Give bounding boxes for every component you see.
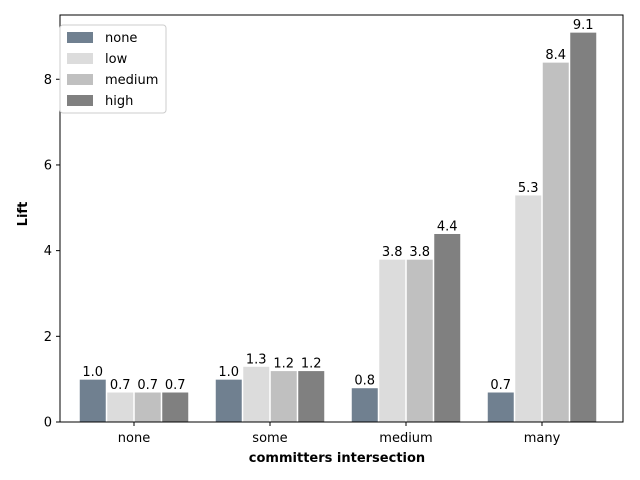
data-label-low-medium: 3.8 bbox=[382, 245, 403, 260]
data-label-high-many: 9.1 bbox=[573, 18, 594, 33]
legend-swatch-medium bbox=[67, 74, 93, 85]
bar-none-medium bbox=[350, 387, 379, 423]
legend-label-none: none bbox=[105, 31, 137, 46]
legend-swatch-high bbox=[67, 95, 93, 106]
y-tick-label: 8 bbox=[44, 73, 52, 88]
bar-low-many bbox=[514, 194, 543, 423]
data-label-none-many: 0.7 bbox=[490, 378, 511, 393]
legend-label-low: low bbox=[105, 52, 128, 67]
data-label-none-none: 1.0 bbox=[82, 365, 103, 380]
x-tick-label-medium: medium bbox=[379, 431, 432, 446]
bar-none-none bbox=[78, 378, 107, 423]
y-axis-title: Lift bbox=[16, 202, 31, 227]
data-label-low-none: 0.7 bbox=[110, 378, 131, 393]
axes-layer: 0 2 4 6 8 none some medium many bbox=[44, 14, 624, 446]
bar-low-some bbox=[242, 365, 271, 423]
data-labels-layer: 1.0 0.7 0.7 0.7 1.0 1.3 1.2 1.2 0.8 3.8 3.8 4.4 0.7 5… bbox=[82, 18, 593, 393]
data-label-none-medium: 0.8 bbox=[354, 374, 375, 389]
bar-high-some bbox=[297, 370, 326, 423]
data-label-none-some: 1.0 bbox=[218, 365, 239, 380]
bars-layer bbox=[78, 31, 598, 423]
bar-medium-medium bbox=[405, 258, 434, 423]
legend-box bbox=[59, 24, 167, 114]
bar-high-many bbox=[569, 31, 598, 423]
legend: none low medium high bbox=[59, 24, 167, 114]
data-label-high-medium: 4.4 bbox=[437, 219, 458, 234]
y-tick-label: 4 bbox=[44, 244, 52, 259]
legend-swatch-low bbox=[67, 53, 93, 64]
legend-label-high: high bbox=[105, 94, 133, 109]
data-label-medium-many: 8.4 bbox=[545, 48, 566, 63]
bar-none-some bbox=[214, 378, 243, 423]
data-label-medium-none: 0.7 bbox=[137, 378, 158, 393]
y-tick-label: 2 bbox=[44, 330, 52, 345]
plot-frame bbox=[59, 14, 624, 423]
x-axis-title: committers intersection bbox=[249, 451, 425, 466]
legend-label-medium: medium bbox=[105, 73, 158, 88]
x-tick-label-some: some bbox=[252, 431, 287, 446]
data-label-low-some: 1.3 bbox=[246, 352, 267, 367]
data-label-high-some: 1.2 bbox=[301, 357, 322, 372]
data-label-medium-some: 1.2 bbox=[273, 357, 294, 372]
x-tick-label-none: none bbox=[118, 431, 150, 446]
data-label-medium-medium: 3.8 bbox=[409, 245, 430, 260]
bar-high-none bbox=[161, 391, 190, 423]
y-tick-label: 6 bbox=[44, 158, 52, 173]
data-label-high-none: 0.7 bbox=[165, 378, 186, 393]
legend-swatch-none bbox=[67, 32, 93, 43]
bar-high-medium bbox=[433, 232, 462, 423]
y-tick-label: 0 bbox=[44, 416, 52, 431]
bar-medium-many bbox=[541, 61, 570, 423]
bar-medium-none bbox=[133, 391, 162, 423]
bar-low-none bbox=[106, 391, 135, 423]
data-label-low-many: 5.3 bbox=[518, 181, 539, 196]
bar-low-medium bbox=[378, 258, 407, 423]
x-tick-label-many: many bbox=[524, 431, 561, 446]
bar-none-many bbox=[486, 391, 515, 423]
bar-medium-some bbox=[269, 370, 298, 423]
